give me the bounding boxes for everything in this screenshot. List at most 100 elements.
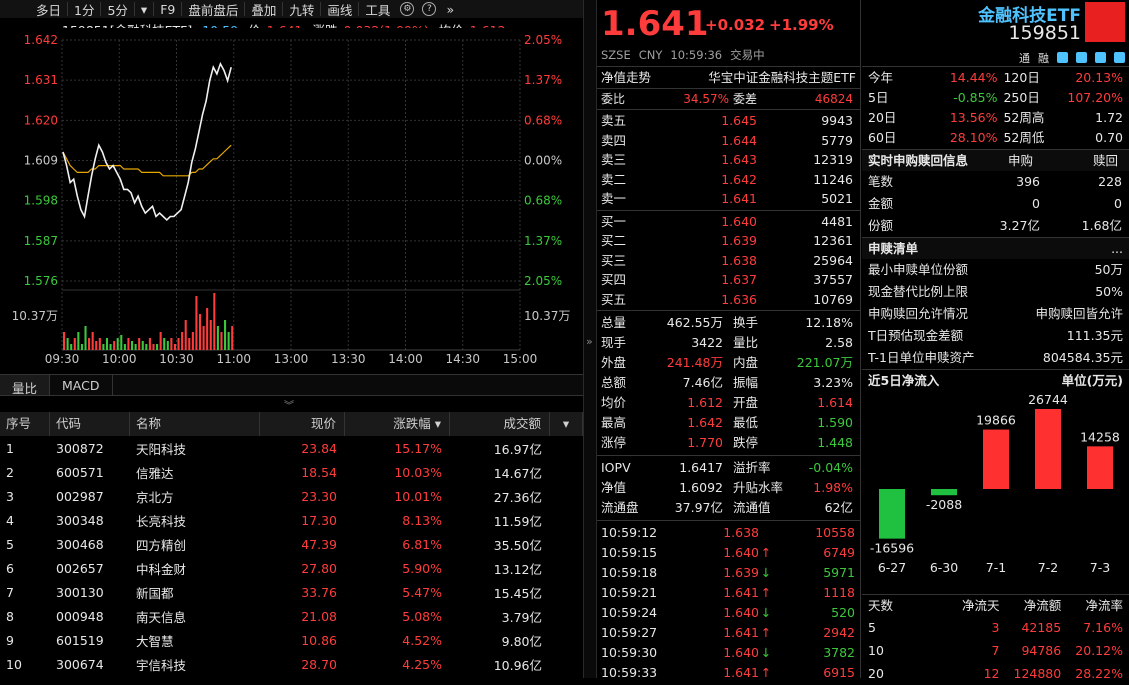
table-cell: 长亮科技 — [136, 513, 187, 529]
tick-time: 10:59:18 — [601, 565, 658, 580]
more-button[interactable]: ... — [1111, 241, 1123, 256]
perf-label: 今年 — [868, 70, 894, 85]
help-icon[interactable]: ? — [422, 2, 437, 16]
subred-value: 3.27亿 — [999, 218, 1040, 233]
toolbar-item-9[interactable]: 工具 — [365, 2, 391, 18]
volume-bar — [138, 338, 141, 350]
tag-badge[interactable]: 融 — [1038, 52, 1049, 65]
order-level[interactable]: 买三 1.638 25964 — [597, 251, 860, 271]
perf-row: 今年 14.44% 120日 20.13% — [862, 68, 1129, 88]
table-row[interactable]: 4 300348 长亮科技 17.30 8.13% 11.59亿 — [0, 508, 583, 532]
volume-bar — [170, 338, 173, 350]
order-level[interactable]: 卖五 1.645 9943 — [597, 111, 860, 131]
level-label: 买一 — [601, 213, 627, 229]
toolbar-item-3[interactable]: ▾ — [140, 1, 148, 17]
subred-label: 份额 — [868, 218, 894, 233]
perf-label: 5日 — [868, 90, 889, 105]
stat-label: 总额 — [601, 375, 627, 390]
list-row: 现金替代比例上限 50% — [862, 281, 1129, 303]
list-row: 最小申赎单位份额 50万 — [862, 259, 1129, 281]
flow-bar — [931, 489, 957, 496]
table-row[interactable]: 10 300674 宇信科技 28.70 4.25% 10.96亿 — [0, 652, 583, 676]
level-label: 买二 — [601, 233, 627, 248]
toolbar-item-1[interactable]: 1分 — [74, 2, 95, 18]
level-volume: 25964 — [813, 252, 853, 268]
toolbar-item-0[interactable]: 多日 — [36, 2, 62, 18]
list-label: T日预估现金差额 — [868, 328, 964, 343]
tick-time: 10:59:30 — [601, 645, 658, 660]
level-volume: 4481 — [821, 213, 853, 229]
collapse-chevron-icon[interactable]: ︾ — [284, 401, 294, 412]
table-row[interactable]: 2 600571 信雅达 18.54 10.03% 14.67亿 — [0, 460, 583, 484]
list-row: T-1日单位申赎资产 804584.35元 — [862, 347, 1129, 369]
order-level[interactable]: 买二 1.639 12361 — [597, 231, 860, 251]
weicha-value: 46824 — [814, 92, 853, 106]
iopv-stats-row: IOPV 1.6417 溢折率 -0.04% — [597, 458, 860, 478]
tag-badge[interactable]: 通 — [1019, 52, 1030, 65]
order-level[interactable]: 买五 1.636 10769 — [597, 290, 860, 310]
level-volume: 12361 — [813, 233, 853, 248]
table-row[interactable]: 8 000948 南天信息 21.08 5.08% 3.79亿 — [0, 604, 583, 628]
order-level[interactable]: 卖二 1.642 11246 — [597, 170, 860, 190]
nav-row[interactable]: 净值走势 华宝中证金融科技主题ETF — [597, 66, 860, 88]
expand-arrow-icon[interactable]: » — [586, 335, 593, 348]
list-label: T-1日单位申赎资产 — [868, 350, 975, 365]
order-level[interactable]: 买一 1.640 4481 — [597, 212, 860, 232]
order-level[interactable]: 买四 1.637 37557 — [597, 270, 860, 290]
perf-row: 60日 28.10% 52周低 0.70 — [862, 128, 1129, 148]
level-price: 1.643 — [721, 152, 757, 167]
toolbar-item-2[interactable]: 5分 — [107, 2, 128, 18]
stat-label: 跌停 — [733, 435, 759, 450]
table-cell: 4 — [6, 512, 14, 528]
list-value: 申购赎回皆允许 — [1035, 306, 1123, 321]
alert-icon[interactable] — [1095, 52, 1106, 63]
column-header[interactable]: ▾ — [550, 412, 583, 436]
tab-volume-ratio[interactable]: 量比 — [0, 375, 51, 396]
column-header[interactable]: 序号 — [0, 412, 50, 436]
edit-icon[interactable] — [1057, 52, 1068, 63]
order-level[interactable]: 卖三 1.643 12319 — [597, 150, 860, 170]
table-row[interactable]: 6 002657 中科金财 27.80 5.90% 13.12亿 — [0, 556, 583, 580]
toolbar-item-8[interactable]: 画线 — [327, 2, 353, 18]
table-cell: 300130 — [56, 584, 104, 600]
table-cell: 47.39 — [301, 536, 337, 552]
toolbar-item-4[interactable]: F9 — [160, 1, 176, 17]
up-arrow-icon: ↑ — [760, 625, 772, 640]
order-level[interactable]: 卖四 1.644 5779 — [597, 131, 860, 151]
panel-divider[interactable]: » — [583, 0, 597, 678]
table-row[interactable]: 9 601519 大智慧 10.86 4.52% 9.80亿 — [0, 628, 583, 652]
table-row[interactable]: 1 300872 天阳科技 23.84 15.17% 16.97亿 — [0, 436, 583, 460]
column-header[interactable]: 成交额 — [450, 412, 550, 436]
volume-bar — [134, 344, 137, 350]
subred-value: 396 — [1016, 174, 1040, 189]
subred-row: 笔数 396 228 — [862, 171, 1129, 193]
add-icon[interactable] — [1114, 52, 1125, 63]
nav-label[interactable]: 净值走势 — [601, 70, 652, 85]
volume-bar — [123, 344, 126, 350]
price-change-pct: +1.99% — [769, 16, 834, 34]
bell-icon[interactable] — [1076, 52, 1087, 63]
order-level[interactable]: 卖一 1.641 5021 — [597, 189, 860, 209]
column-header[interactable]: 涨跌幅 ▾ — [345, 412, 450, 436]
toolbar-item-7[interactable]: 九转 — [289, 2, 315, 18]
column-header[interactable]: 现价 — [260, 412, 345, 436]
level-label: 卖二 — [601, 171, 627, 187]
level-price: 1.639 — [721, 233, 757, 248]
stat-value: 1.642 — [687, 415, 723, 430]
intraday-chart[interactable]: 1.642 2.05% 1.631 1.37% 1.620 0.68% 1.609 0.00%… — [0, 28, 583, 374]
table-row[interactable]: 5 300468 四方精创 47.39 6.81% 35.50亿 — [0, 532, 583, 556]
settings-icon[interactable]: ⚙ — [400, 2, 415, 16]
volume-bar — [102, 344, 105, 350]
tab-macd[interactable]: MACD — [50, 375, 113, 395]
table-cell: 四方精创 — [136, 537, 187, 553]
table-row[interactable]: 7 300130 新国都 33.76 5.47% 15.45亿 — [0, 580, 583, 604]
table-cell: 14.67亿 — [493, 465, 542, 481]
table-row[interactable]: 3 002987 京北方 23.30 10.01% 27.36亿 — [0, 484, 583, 508]
more-icon[interactable]: » — [446, 1, 455, 17]
toolbar-item-6[interactable]: 叠加 — [251, 2, 277, 18]
table-cell: 2 — [6, 464, 14, 480]
column-header[interactable]: 名称 — [130, 412, 260, 436]
toolbar-item-5[interactable]: 盘前盘后 — [188, 2, 239, 18]
column-header[interactable]: 代码 — [50, 412, 130, 436]
table-cell: 10.86 — [301, 632, 337, 648]
